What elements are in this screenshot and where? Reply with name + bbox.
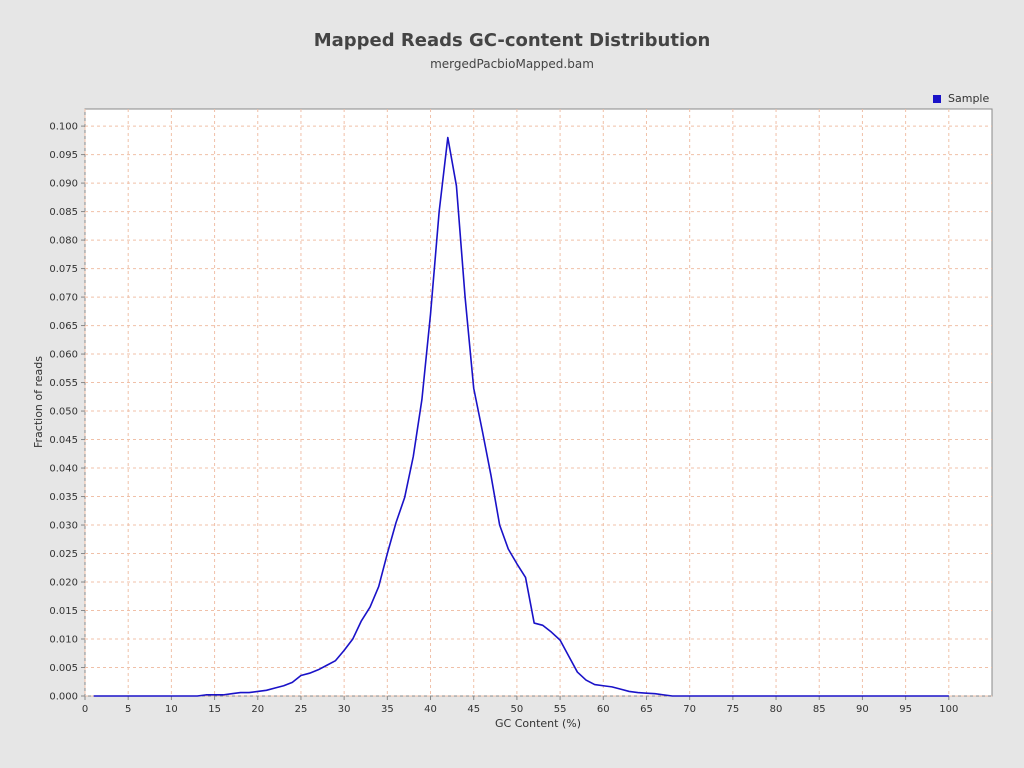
chart-title: Mapped Reads GC-content Distribution <box>313 30 711 51</box>
y-tick-label: 0.085 <box>49 207 78 218</box>
x-tick-label: 45 <box>467 704 480 715</box>
x-tick-label: 10 <box>165 704 178 715</box>
legend-swatch-sample <box>933 95 941 103</box>
x-axis-label: GC Content (%) <box>495 717 581 730</box>
x-tick-label: 80 <box>770 704 783 715</box>
y-tick-label: 0.005 <box>49 663 78 674</box>
plot-area <box>84 108 993 697</box>
x-tick-label: 90 <box>856 704 869 715</box>
x-tick-label: 40 <box>424 704 437 715</box>
x-tick-label: 70 <box>683 704 696 715</box>
x-tick-label: 35 <box>381 704 394 715</box>
y-tick-label: 0.035 <box>49 492 78 503</box>
x-tick-label: 65 <box>640 704 653 715</box>
x-tick-label: 60 <box>597 704 610 715</box>
x-tick-label: 5 <box>125 704 131 715</box>
y-tick-label: 0.065 <box>49 321 78 332</box>
series-layer <box>93 136 949 697</box>
chart-subtitle: mergedPacbioMapped.bam <box>430 57 594 71</box>
x-tick-label: 0 <box>82 704 88 715</box>
x-tick-label: 75 <box>726 704 739 715</box>
y-tick-label: 0.075 <box>49 264 78 275</box>
x-tick-label: 50 <box>511 704 524 715</box>
y-tick-label: 0.055 <box>49 378 78 389</box>
y-tick-label: 0.090 <box>49 179 78 190</box>
y-tick-label: 0.080 <box>49 236 78 247</box>
x-tick-label: 85 <box>813 704 826 715</box>
y-tick-label: 0.030 <box>49 521 78 532</box>
x-tick-label: 30 <box>338 704 351 715</box>
y-axis-label: Fraction of reads <box>32 356 45 448</box>
x-tick-label: 15 <box>208 704 221 715</box>
x-tick-label: 25 <box>295 704 308 715</box>
y-tick-label: 0.060 <box>49 350 78 361</box>
x-tick-label: 55 <box>554 704 567 715</box>
grid-lines <box>84 109 992 697</box>
y-tick-label: 0.040 <box>49 464 78 475</box>
y-tick-label: 0.050 <box>49 407 78 418</box>
y-tick-label: 0.045 <box>49 435 78 446</box>
y-tick-label: 0.000 <box>49 692 78 703</box>
axes: 0 5 10 15 20 25 30 35 40 45 50 55 60 65 70 75 80 85 90 95 10… <box>49 122 958 715</box>
series-line-sample <box>93 136 949 697</box>
legend-label-sample: Sample <box>948 92 989 105</box>
y-tick-label: 0.015 <box>49 606 78 617</box>
y-tick-label: 0.070 <box>49 293 78 304</box>
x-tick-label: 100 <box>939 704 958 715</box>
x-tick-label: 20 <box>251 704 264 715</box>
x-tick-label: 95 <box>899 704 912 715</box>
y-tick-label: 0.020 <box>49 578 78 589</box>
y-tick-label: 0.100 <box>49 122 78 133</box>
legend: Sample <box>933 92 989 105</box>
y-tick-label: 0.010 <box>49 635 78 646</box>
y-tick-label: 0.095 <box>49 150 78 161</box>
y-tick-label: 0.025 <box>49 549 78 560</box>
